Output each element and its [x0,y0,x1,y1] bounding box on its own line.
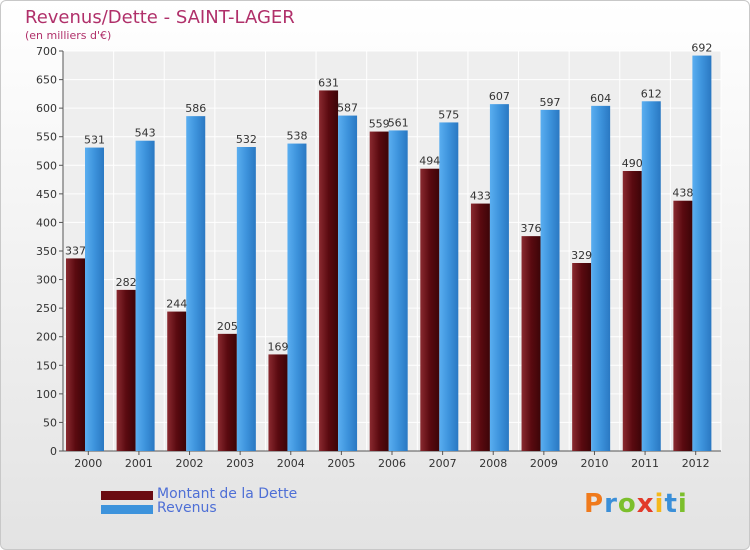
legend-label-dette: Montant de la Dette [157,486,298,502]
data-label-dette: 376 [521,222,542,235]
y-tick-label: 500 [36,159,57,172]
y-tick-label: 200 [36,331,57,344]
data-label-revenus: 532 [236,133,257,146]
legend-swatch-revenus [101,505,153,514]
proxiti-logo: Proxiti [584,489,688,519]
data-label-dette: 490 [622,157,643,170]
bar-revenus [186,116,206,452]
data-label-dette: 244 [166,298,187,311]
logo-letter: o [617,489,637,519]
y-tick-label: 250 [36,302,57,315]
data-label-revenus: 607 [489,90,510,103]
data-label-revenus: 538 [286,130,307,143]
y-tick-label: 650 [36,74,57,87]
y-tick-label: 700 [36,45,57,58]
data-label-revenus: 575 [438,108,459,121]
x-tick-label: 2003 [226,457,254,470]
bar-dette [217,333,237,451]
bar-dette [319,90,339,451]
bar-dette [521,236,541,451]
x-tick-label: 2007 [429,457,457,470]
y-tick-label: 450 [36,188,57,201]
bar-revenus [388,130,408,451]
value-labels: 3375312825432445862055321695386315875595… [65,42,712,354]
x-tick-label: 2000 [74,457,102,470]
y-tick-label: 550 [36,131,57,144]
legend-label-revenus: Revenus [157,500,217,516]
y-tick-label: 350 [36,245,57,258]
data-label-dette: 494 [419,155,440,168]
bar-revenus [439,122,459,451]
bar-dette [572,263,592,451]
bar-revenus [591,105,611,451]
x-tick-label: 2006 [378,457,406,470]
legend-swatch-dette [101,491,153,500]
logo-letter: i [654,489,665,519]
data-label-revenus: 586 [185,102,206,115]
y-tick-label: 0 [50,445,57,458]
bar-revenus [641,101,661,452]
data-label-revenus: 604 [590,92,611,105]
x-tick-label: 2005 [327,457,355,470]
bars [66,55,712,452]
data-label-dette: 329 [571,249,592,262]
chart-title: Revenus/Dette - SAINT-LAGER [25,7,295,28]
bar-dette [116,289,136,451]
x-tick-label: 2001 [125,457,153,470]
y-tick-label: 150 [36,359,57,372]
data-label-dette: 169 [267,340,288,353]
bar-revenus [85,147,104,452]
data-label-dette: 438 [672,187,693,200]
data-label-revenus: 597 [540,96,561,109]
bar-revenus [692,55,712,451]
bar-dette [66,258,85,451]
data-label-dette: 433 [470,190,491,203]
x-tick-label: 2011 [631,457,659,470]
bar-revenus [540,109,560,451]
logo-letter: r [604,489,618,519]
bar-revenus [236,147,256,451]
bar-dette [167,311,187,451]
logo-letter: t [664,489,678,519]
data-label-revenus: 612 [641,87,662,100]
y-tick-label: 50 [43,416,57,429]
x-tick-label: 2010 [580,457,608,470]
y-tick-label: 100 [36,388,57,401]
data-label-dette: 337 [65,244,86,257]
data-label-dette: 559 [369,118,390,131]
data-label-revenus: 531 [84,134,105,147]
bar-dette [268,354,288,451]
y-tick-label: 600 [36,102,57,115]
data-label-dette: 205 [217,320,238,333]
bar-revenus [135,140,155,451]
x-tick-label: 2009 [530,457,558,470]
bar-revenus [489,104,509,452]
x-tick-label: 2008 [479,457,507,470]
bar-dette [369,131,389,452]
logo-letter: x [636,489,655,519]
bar-dette [622,171,642,451]
data-label-dette: 631 [318,76,339,89]
logo-letter: i [677,489,688,519]
x-tick-label: 2002 [176,457,204,470]
x-tick-label: 2012 [682,457,710,470]
bar-revenus [338,115,358,452]
logo-letter: P [584,489,605,519]
data-label-revenus: 587 [337,102,358,115]
bar-revenus [287,143,307,452]
data-label-revenus: 561 [388,116,409,129]
axes: 0 50 100 150 200 250 300 350 400 450 500 550 600 650 7… [36,45,721,470]
chart-subtitle: (en milliers d'€) [25,29,112,42]
bar-dette [470,203,490,451]
data-label-dette: 282 [116,276,137,289]
bar-dette [420,168,440,451]
data-label-revenus: 692 [691,42,712,55]
data-label-revenus: 543 [135,127,156,140]
y-tick-label: 300 [36,274,57,287]
bar-dette [673,200,693,451]
y-tick-label: 400 [36,216,57,229]
x-tick-label: 2004 [277,457,305,470]
